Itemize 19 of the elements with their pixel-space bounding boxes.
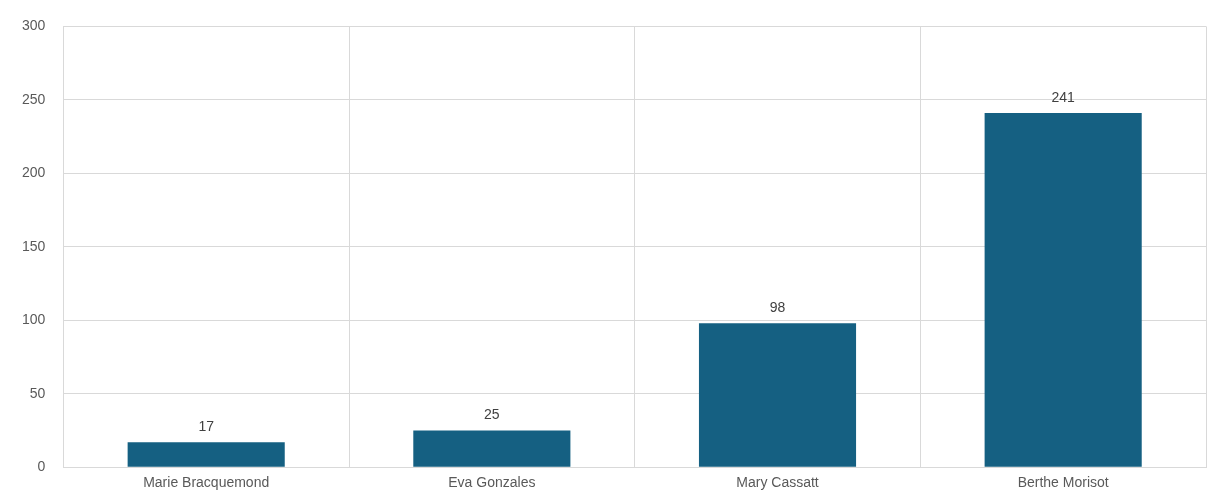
y-tick-label: 100 [22,311,46,328]
x-tick-label: Berthe Morisot [1017,474,1109,491]
y-tick-label: 150 [22,237,46,254]
data-label: 98 [769,299,786,316]
y-tick-label: 0 [37,458,46,475]
bar [127,442,285,467]
data-label: 25 [484,406,500,423]
data-label: 241 [1051,88,1076,105]
y-tick-label: 200 [22,164,46,181]
y-tick-label: 300 [22,17,46,34]
x-tick-label: Eva Gonzales [448,474,536,491]
bar [698,323,857,467]
x-tick-label: Marie Bracquemond [143,474,270,491]
y-tick-label: 250 [22,90,46,107]
bar [413,430,571,467]
y-tick-label: 50 [29,384,46,401]
x-tick-label: Mary Cassatt [736,474,819,491]
data-label: 17 [198,418,215,435]
bar [984,113,1142,467]
